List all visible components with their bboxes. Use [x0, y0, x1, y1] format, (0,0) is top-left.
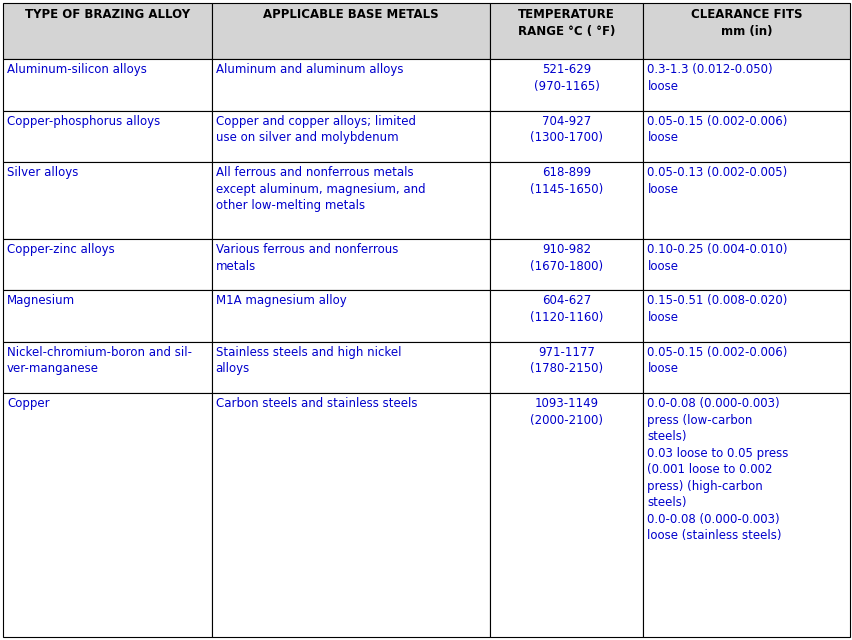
- Bar: [489, 60, 642, 111]
- Bar: [211, 393, 489, 637]
- Bar: [642, 162, 849, 239]
- Bar: [3, 291, 211, 342]
- Bar: [489, 162, 642, 239]
- Bar: [3, 162, 211, 239]
- Text: Nickel-chromium-boron and sil-
ver-manganese: Nickel-chromium-boron and sil- ver-manga…: [7, 346, 192, 375]
- Text: Copper: Copper: [7, 397, 49, 410]
- Bar: [3, 60, 211, 111]
- Bar: [642, 60, 849, 111]
- Text: 0.05-0.15 (0.002-0.006)
loose: 0.05-0.15 (0.002-0.006) loose: [647, 115, 787, 144]
- Bar: [642, 3, 849, 60]
- Text: 971-1177
(1780-2150): 971-1177 (1780-2150): [529, 346, 602, 375]
- Text: Aluminum and aluminum alloys: Aluminum and aluminum alloys: [216, 63, 402, 76]
- Text: CLEARANCE FITS
mm (in): CLEARANCE FITS mm (in): [690, 8, 802, 38]
- Text: Various ferrous and nonferrous
metals: Various ferrous and nonferrous metals: [216, 243, 397, 273]
- Bar: [3, 111, 211, 162]
- Bar: [489, 393, 642, 637]
- Bar: [489, 342, 642, 393]
- Text: TEMPERATURE
RANGE °C ( °F): TEMPERATURE RANGE °C ( °F): [517, 8, 614, 38]
- Text: 0.3-1.3 (0.012-0.050)
loose: 0.3-1.3 (0.012-0.050) loose: [647, 63, 772, 93]
- Text: All ferrous and nonferrous metals
except aluminum, magnesium, and
other low-melt: All ferrous and nonferrous metals except…: [216, 166, 424, 212]
- Text: 704-927
(1300-1700): 704-927 (1300-1700): [529, 115, 602, 144]
- Text: 1093-1149
(2000-2100): 1093-1149 (2000-2100): [529, 397, 602, 427]
- Bar: [642, 342, 849, 393]
- Text: Carbon steels and stainless steels: Carbon steels and stainless steels: [216, 397, 417, 410]
- Text: 0.05-0.15 (0.002-0.006)
loose: 0.05-0.15 (0.002-0.006) loose: [647, 346, 787, 375]
- Bar: [3, 3, 211, 60]
- Bar: [489, 111, 642, 162]
- Text: Silver alloys: Silver alloys: [7, 166, 78, 179]
- Text: Copper-phosphorus alloys: Copper-phosphorus alloys: [7, 115, 160, 128]
- Text: Copper and copper alloys; limited
use on silver and molybdenum: Copper and copper alloys; limited use on…: [216, 115, 415, 144]
- Bar: [211, 291, 489, 342]
- Bar: [211, 162, 489, 239]
- Bar: [489, 239, 642, 291]
- Bar: [211, 342, 489, 393]
- Text: TYPE OF BRAZING ALLOY: TYPE OF BRAZING ALLOY: [25, 8, 190, 21]
- Text: 0.0-0.08 (0.000-0.003)
press (low-carbon
steels)
0.03 loose to 0.05 press
(0.001: 0.0-0.08 (0.000-0.003) press (low-carbon…: [647, 397, 788, 542]
- Bar: [211, 111, 489, 162]
- Text: Aluminum-silicon alloys: Aluminum-silicon alloys: [7, 63, 147, 76]
- Bar: [642, 291, 849, 342]
- Text: 0.10-0.25 (0.004-0.010)
loose: 0.10-0.25 (0.004-0.010) loose: [647, 243, 787, 273]
- Text: 521-629
(970-1165): 521-629 (970-1165): [533, 63, 599, 93]
- Bar: [642, 239, 849, 291]
- Text: Magnesium: Magnesium: [7, 294, 75, 307]
- Bar: [489, 291, 642, 342]
- Text: Stainless steels and high nickel
alloys: Stainless steels and high nickel alloys: [216, 346, 400, 375]
- Bar: [489, 3, 642, 60]
- Text: M1A magnesium alloy: M1A magnesium alloy: [216, 294, 346, 307]
- Bar: [3, 239, 211, 291]
- Text: 0.05-0.13 (0.002-0.005)
loose: 0.05-0.13 (0.002-0.005) loose: [647, 166, 786, 196]
- Bar: [3, 393, 211, 637]
- Text: Copper-zinc alloys: Copper-zinc alloys: [7, 243, 115, 256]
- Text: 0.15-0.51 (0.008-0.020)
loose: 0.15-0.51 (0.008-0.020) loose: [647, 294, 787, 324]
- Bar: [211, 60, 489, 111]
- Text: 910-982
(1670-1800): 910-982 (1670-1800): [529, 243, 602, 273]
- Text: APPLICABLE BASE METALS: APPLICABLE BASE METALS: [262, 8, 438, 21]
- Bar: [642, 393, 849, 637]
- Bar: [211, 3, 489, 60]
- Text: 604-627
(1120-1160): 604-627 (1120-1160): [529, 294, 602, 324]
- Bar: [642, 111, 849, 162]
- Bar: [3, 342, 211, 393]
- Text: 618-899
(1145-1650): 618-899 (1145-1650): [529, 166, 602, 196]
- Bar: [211, 239, 489, 291]
